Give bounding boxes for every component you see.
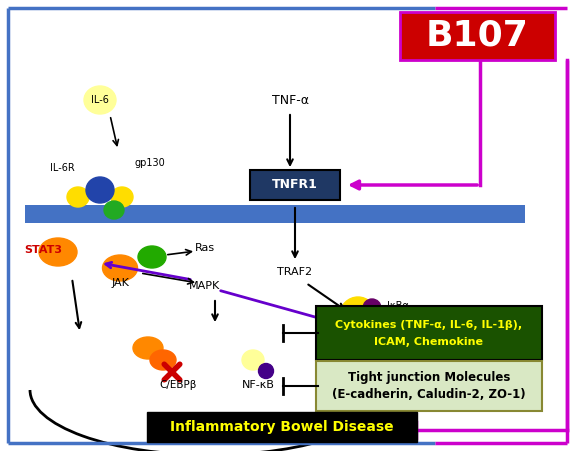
Text: STAT3: STAT3 (24, 245, 62, 255)
FancyBboxPatch shape (316, 361, 542, 411)
Wedge shape (340, 315, 376, 333)
Text: IL-6: IL-6 (91, 95, 109, 105)
Text: JAK: JAK (111, 278, 129, 288)
Text: B107: B107 (426, 19, 529, 53)
Ellipse shape (443, 315, 461, 341)
Ellipse shape (363, 299, 381, 317)
FancyBboxPatch shape (147, 412, 417, 442)
Text: IL-6R: IL-6R (49, 163, 74, 173)
Ellipse shape (104, 201, 124, 219)
Ellipse shape (39, 238, 77, 266)
Text: ICAM, Chemokine: ICAM, Chemokine (374, 337, 484, 347)
Text: Inflammatory Bowel Disease: Inflammatory Bowel Disease (170, 420, 394, 434)
Text: IκBα: IκBα (387, 301, 409, 311)
Text: p65: p65 (323, 325, 347, 335)
Text: C/EBPβ: C/EBPβ (159, 380, 197, 390)
FancyBboxPatch shape (400, 12, 555, 60)
Text: Tight junction Molecules: Tight junction Molecules (348, 372, 510, 385)
Ellipse shape (102, 255, 137, 281)
Text: IκBα: IκBα (442, 348, 464, 358)
Ellipse shape (133, 337, 163, 359)
FancyBboxPatch shape (25, 205, 525, 223)
Ellipse shape (138, 246, 166, 268)
Text: MAPK: MAPK (189, 281, 221, 291)
Text: Ras: Ras (195, 243, 215, 253)
Text: P50: P50 (363, 333, 381, 343)
Text: TRAF2: TRAF2 (278, 267, 313, 277)
Ellipse shape (259, 364, 274, 378)
FancyBboxPatch shape (316, 306, 542, 360)
Text: TNFR1: TNFR1 (272, 179, 318, 192)
Text: Cytokines (TNF-α, IL-6, IL-1β),: Cytokines (TNF-α, IL-6, IL-1β), (335, 320, 523, 330)
Ellipse shape (111, 187, 133, 207)
Ellipse shape (67, 187, 89, 207)
Ellipse shape (242, 350, 264, 370)
FancyBboxPatch shape (250, 170, 340, 200)
Wedge shape (340, 297, 376, 315)
Ellipse shape (86, 177, 114, 203)
Text: gp130: gp130 (135, 158, 166, 168)
Text: NF-κB: NF-κB (242, 380, 274, 390)
Ellipse shape (150, 350, 176, 370)
Text: (E-cadherin, Caludin-2, ZO-1): (E-cadherin, Caludin-2, ZO-1) (332, 387, 526, 400)
Ellipse shape (84, 86, 116, 114)
Text: TNF-α: TNF-α (271, 93, 309, 106)
